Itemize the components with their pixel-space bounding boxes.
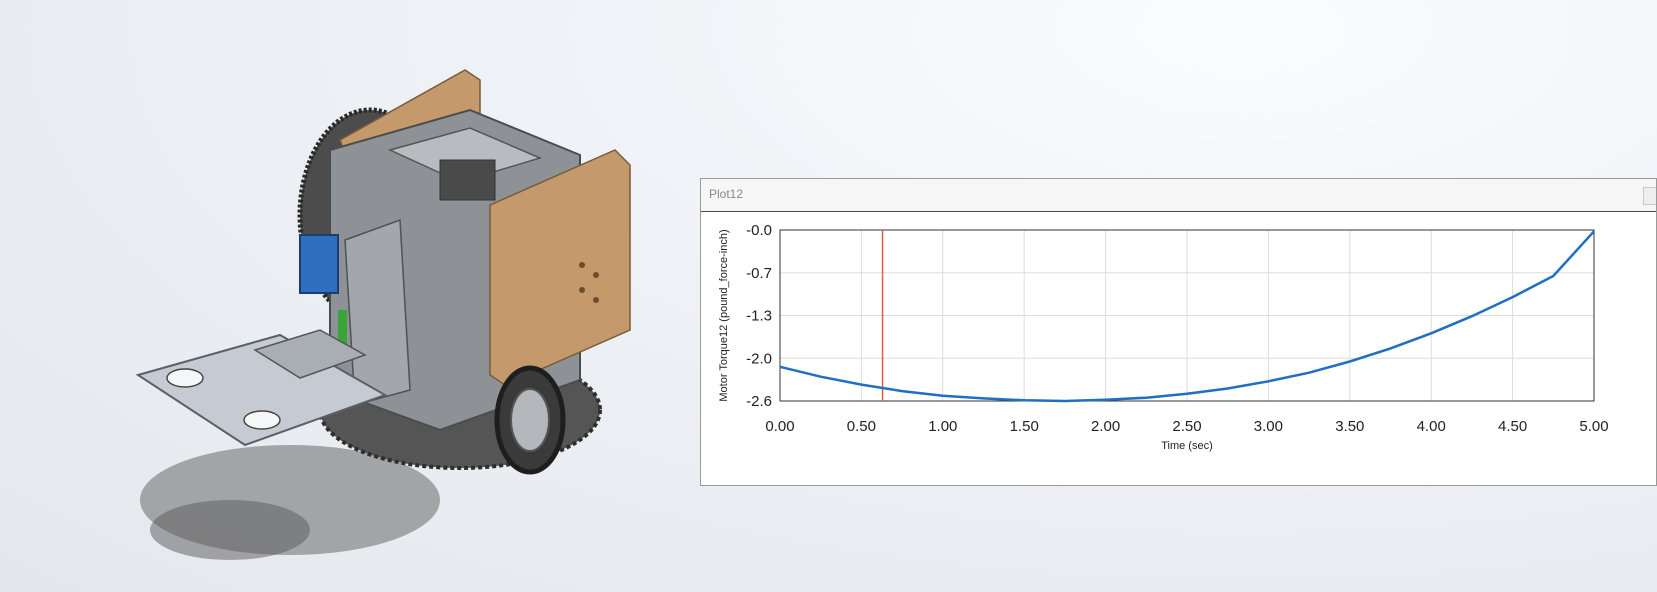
y-tick-label: -0.0 xyxy=(746,222,772,239)
x-tick-label: 1.50 xyxy=(1010,418,1039,435)
y-tick-label: -2.6 xyxy=(746,393,772,410)
y-tick-label: -2.0 xyxy=(746,350,772,367)
wheel-hub xyxy=(510,388,550,452)
x-tick-label: 5.00 xyxy=(1579,418,1608,435)
servo-motor xyxy=(299,234,339,294)
panel-hole xyxy=(593,297,599,303)
motor-torque-series-line xyxy=(779,230,1595,403)
frame-top xyxy=(387,127,543,183)
plate-hole xyxy=(166,368,204,388)
plate-bracket xyxy=(253,329,367,379)
panel-hole xyxy=(579,262,585,268)
plate-hole xyxy=(243,410,281,430)
torque-chart: 0.00 0.50 1.00 1.50 2.00 2.50 3.00 3.50 4.00 4.50… xyxy=(718,222,1609,452)
green-linkage xyxy=(338,310,347,350)
x-tick-label: 1.00 xyxy=(928,418,957,435)
plot-title: Plot12 xyxy=(709,187,744,201)
chart-ticks: 0.00 0.50 1.00 1.50 2.00 2.50 3.00 3.50 4.00 4.50… xyxy=(746,222,1608,435)
front-wood-panel xyxy=(489,149,631,386)
x-tick-label: 0.00 xyxy=(765,418,794,435)
x-tick-label: 2.00 xyxy=(1091,418,1120,435)
x-tick-label: 4.00 xyxy=(1417,418,1446,435)
x-tick-label: 3.00 xyxy=(1254,418,1283,435)
plot-area-frame xyxy=(779,229,1595,402)
panel-hole xyxy=(579,287,585,293)
plot-titlebar[interactable]: Plot12 xyxy=(701,179,1656,212)
model-shadow xyxy=(150,500,310,560)
x-tick-label: 3.50 xyxy=(1335,418,1364,435)
x-tick-label: 2.50 xyxy=(1172,418,1201,435)
x-axis-label: Time (sec) xyxy=(1161,440,1213,452)
panel-hole xyxy=(593,272,599,278)
frame-opening xyxy=(439,159,496,201)
x-tick-label: 4.50 xyxy=(1498,418,1527,435)
plot-window[interactable]: Plot12 0.00 0.50 1.00 1.50 2.00 2.50 3.00 3.50 4… xyxy=(700,178,1657,486)
y-tick-label: -0.7 xyxy=(746,265,772,282)
y-tick-label: -1.3 xyxy=(746,308,772,325)
y-axis-label: Motor Torque12 (pound_force-inch) xyxy=(718,229,730,401)
close-button[interactable] xyxy=(1643,187,1656,205)
x-tick-label: 0.50 xyxy=(847,418,876,435)
